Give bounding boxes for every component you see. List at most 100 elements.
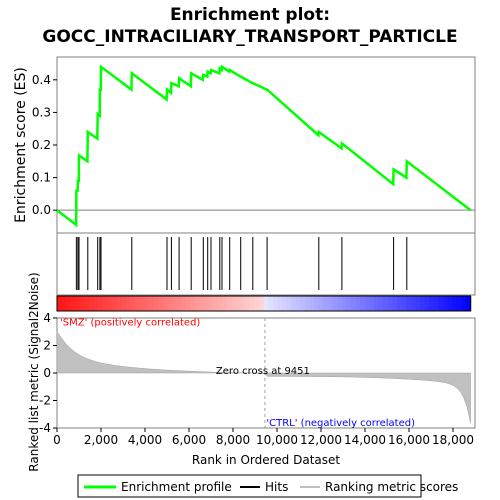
es-curve — [56, 64, 472, 228]
heat-bar-segment — [167, 296, 173, 311]
heat-bar-segment — [93, 296, 99, 311]
es-y-tick-label: 0.3 — [32, 105, 51, 119]
heat-bar-segment — [397, 296, 403, 311]
metric-y-tick-label: 0 — [43, 366, 51, 380]
heat-bar-segment — [286, 296, 292, 311]
heat-bar-segment — [438, 296, 444, 311]
heat-bar-segment — [204, 296, 210, 311]
legend-hits-label: Hits — [265, 480, 288, 494]
x-axis-label: Rank in Ordered Dataset — [192, 453, 340, 467]
heat-bar-segment — [346, 296, 352, 311]
heat-bar-segment — [231, 296, 237, 311]
legend-metric-label: Ranking metric scores — [325, 480, 458, 494]
ranking-metric-area — [56, 331, 471, 424]
heat-bar-segment — [415, 296, 421, 311]
heat-bar-segment — [245, 296, 251, 311]
x-tick-label: 8,000 — [216, 433, 250, 447]
heat-bar-segment — [153, 296, 159, 311]
heat-bar-segment — [57, 296, 63, 311]
heat-bar-segment — [429, 296, 435, 311]
heat-bar-segment — [447, 296, 453, 311]
heat-bar-segment — [194, 296, 201, 311]
heat-bar-segment — [272, 296, 279, 311]
heat-bar-segment — [139, 296, 145, 311]
heat-bar-segment — [305, 296, 311, 311]
heat-bar-segment — [213, 296, 219, 311]
x-tick-label: 14,000 — [344, 433, 386, 447]
heat-bar-segment — [162, 296, 168, 311]
heat-bar-segment — [185, 296, 191, 311]
heat-bar-segment — [112, 296, 118, 311]
es-y-tick-label: 0.4 — [32, 73, 51, 87]
metric-y-tick-label: -2 — [39, 394, 51, 408]
heat-bar-segment — [176, 296, 182, 311]
heat-bar-segment — [102, 296, 109, 311]
heat-bar-segment — [461, 296, 467, 311]
heat-bar-segment — [314, 296, 320, 311]
heat-bar-segment — [116, 296, 122, 311]
heat-bar-segment — [171, 296, 178, 311]
zero-cross-label: Zero cross at 9451 — [216, 366, 310, 377]
heat-bar-segment — [208, 296, 214, 311]
chart-title-line1: Enrichment plot: — [170, 5, 330, 25]
heat-bar-segment — [125, 296, 132, 311]
heat-bar-border — [56, 295, 472, 312]
heat-bar-segment — [410, 296, 417, 311]
heat-bar-segment — [75, 296, 81, 311]
heat-bar-segment — [259, 296, 265, 311]
heat-bar-segment — [456, 296, 463, 311]
x-tick-label: 12,000 — [300, 433, 342, 447]
negative-label: 'CTRL' (negatively correlated) — [266, 418, 415, 429]
heat-bar-segment — [277, 296, 283, 311]
heat-bar-segment — [291, 296, 297, 311]
heat-bar-segment — [190, 296, 196, 311]
heat-bar-segment — [227, 296, 233, 311]
heat-bar-segment — [300, 296, 306, 311]
chart-title-line2: GOCC_INTRACILIARY_TRANSPORT_PARTICLE — [42, 27, 457, 47]
metric-y-axis-label: Ranked list metric (Signal2Noise) — [27, 272, 41, 471]
heat-bar-segment — [328, 296, 334, 311]
heat-bar-segment — [263, 296, 269, 311]
es-panel — [56, 56, 476, 234]
positive-label: 'SMZ' (positively correlated) — [60, 317, 200, 328]
heat-bar-segment — [158, 296, 164, 311]
hits-panel — [56, 232, 476, 296]
x-tick-label: 2,000 — [84, 433, 118, 447]
es-y-tick-label: 0.0 — [32, 203, 51, 217]
x-tick-label: 16,000 — [388, 433, 430, 447]
heat-bar-segment — [424, 296, 430, 311]
legend-es-label: Enrichment profile — [121, 480, 232, 494]
legend: Enrichment profile Hits Ranking metric s… — [77, 474, 458, 498]
heat-bar-segment — [443, 296, 449, 311]
heat-bar-segment — [79, 296, 86, 311]
heat-bar-segment — [121, 296, 127, 311]
heat-bar-segment — [61, 296, 67, 311]
metric-y-tick-label: 2 — [43, 339, 51, 353]
heat-bar-segment — [148, 296, 155, 311]
heat-bar-segment — [66, 296, 72, 311]
x-tick-label: 10,000 — [256, 433, 298, 447]
heat-bar-segment — [341, 296, 348, 311]
heat-bar-segment — [452, 296, 458, 311]
heat-bar-segment — [355, 296, 361, 311]
heat-bar-segment — [337, 296, 343, 311]
heat-bar-segment — [369, 296, 375, 311]
heat-bar-segment — [268, 296, 274, 311]
heat-bar-segment — [383, 296, 389, 311]
heat-bar-segment — [378, 296, 384, 311]
heat-bar-segment — [392, 296, 398, 311]
heat-bar-segment — [387, 296, 394, 311]
heat-bar-segment — [250, 296, 256, 311]
heat-bar-segment — [89, 296, 95, 311]
heat-bar-segment — [364, 296, 371, 311]
x-tick-label: 18,000 — [432, 433, 474, 447]
heat-bar-segment — [199, 296, 205, 311]
heat-bar-segment — [406, 296, 412, 311]
heat-bar-segment — [433, 296, 440, 311]
heat-bar-segment — [107, 296, 113, 311]
heat-bar-segment — [240, 296, 247, 311]
es-y-tick-label: 0.1 — [32, 171, 51, 185]
x-tick-label: 0 — [53, 433, 61, 447]
heat-bar-segment — [222, 296, 228, 311]
heat-bar-segment — [420, 296, 426, 311]
